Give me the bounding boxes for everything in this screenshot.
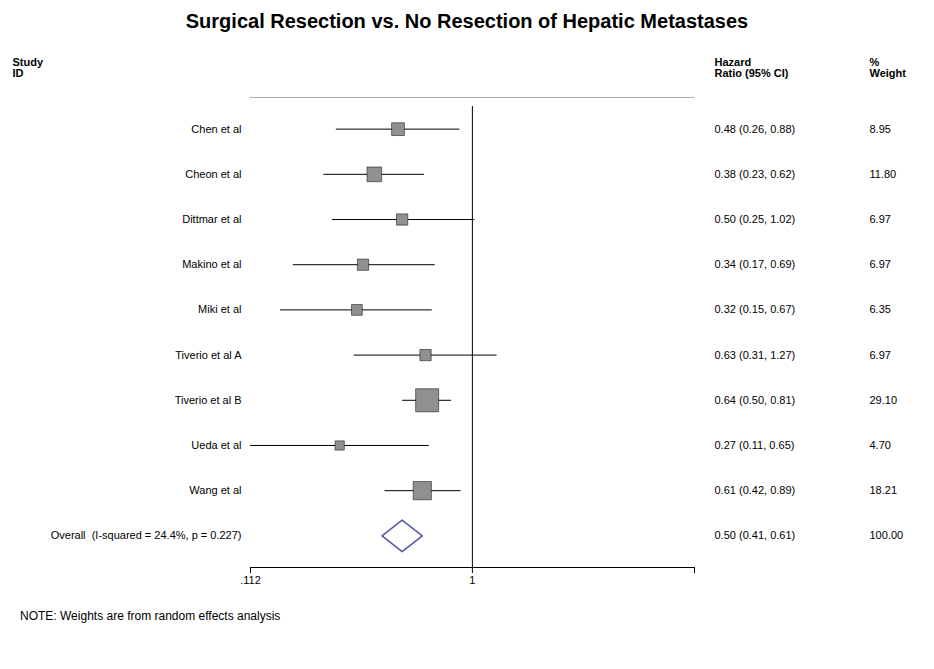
svg-text:HazardRatio (95% CI): HazardRatio (95% CI) — [715, 56, 789, 79]
svg-text:Miki et al: Miki et al — [198, 303, 241, 315]
svg-text:StudyID: StudyID — [13, 56, 44, 79]
svg-text:6.97: 6.97 — [870, 258, 891, 270]
svg-text:0.50 (0.25, 1.02): 0.50 (0.25, 1.02) — [715, 213, 796, 225]
svg-text:0.63 (0.31, 1.27): 0.63 (0.31, 1.27) — [715, 349, 796, 361]
html-text:Surgical Resection vs. No Rese: Surgical Resection vs. No Resection of H… — [185, 10, 749, 32]
svg-text:Overall (I-squared = 24.4%, p: Overall (I-squared = 24.4%, p = 0.227) — [51, 529, 242, 541]
svg-text:18.21: 18.21 — [870, 484, 898, 496]
svg-text:0.64 (0.50, 0.81): 0.64 (0.50, 0.81) — [715, 394, 796, 406]
svg-text:6.35: 6.35 — [870, 303, 891, 315]
svg-text:Ueda et al: Ueda et al — [191, 439, 241, 451]
svg-text:Dittmar et al: Dittmar et al — [182, 213, 241, 225]
svg-text:29.10: 29.10 — [870, 394, 898, 406]
svg-text:Makino et al: Makino et al — [182, 258, 241, 270]
svg-text:1: 1 — [469, 574, 475, 586]
svg-text:0.48 (0.26, 0.88): 0.48 (0.26, 0.88) — [715, 123, 796, 135]
svg-text:11.80: 11.80 — [870, 168, 897, 180]
svg-text:Cheon et al: Cheon et al — [185, 168, 241, 180]
svg-text:0.27 (0.11, 0.65): 0.27 (0.11, 0.65) — [715, 439, 795, 451]
svg-text:0.38 (0.23, 0.62): 0.38 (0.23, 0.62) — [715, 168, 796, 180]
svg-text:Chen et al: Chen et al — [191, 123, 241, 135]
svg-text:Wang et al: Wang et al — [189, 484, 241, 496]
svg-text:0.32 (0.15, 0.67): 0.32 (0.15, 0.67) — [715, 303, 796, 315]
html-text:NOTE: Weights are from random: NOTE: Weights are from random effects an… — [20, 609, 281, 623]
svg-text:100.00: 100.00 — [870, 529, 904, 541]
svg-text:8.95: 8.95 — [870, 123, 891, 135]
svg-text:Tiverio et al B: Tiverio et al B — [175, 394, 242, 406]
svg-text:6.97: 6.97 — [870, 213, 891, 225]
svg-text:4.70: 4.70 — [870, 439, 891, 451]
svg-text:0.61 (0.42, 0.89): 0.61 (0.42, 0.89) — [715, 484, 796, 496]
svg-text:%Weight: %Weight — [870, 56, 907, 79]
svg-text:Tiverio et al A: Tiverio et al A — [175, 349, 242, 361]
svg-text:.112: .112 — [240, 574, 261, 586]
svg-text:6.97: 6.97 — [870, 349, 891, 361]
svg-text:0.34 (0.17, 0.69): 0.34 (0.17, 0.69) — [715, 258, 796, 270]
svg-text:0.50 (0.41, 0.61): 0.50 (0.41, 0.61) — [715, 529, 796, 541]
